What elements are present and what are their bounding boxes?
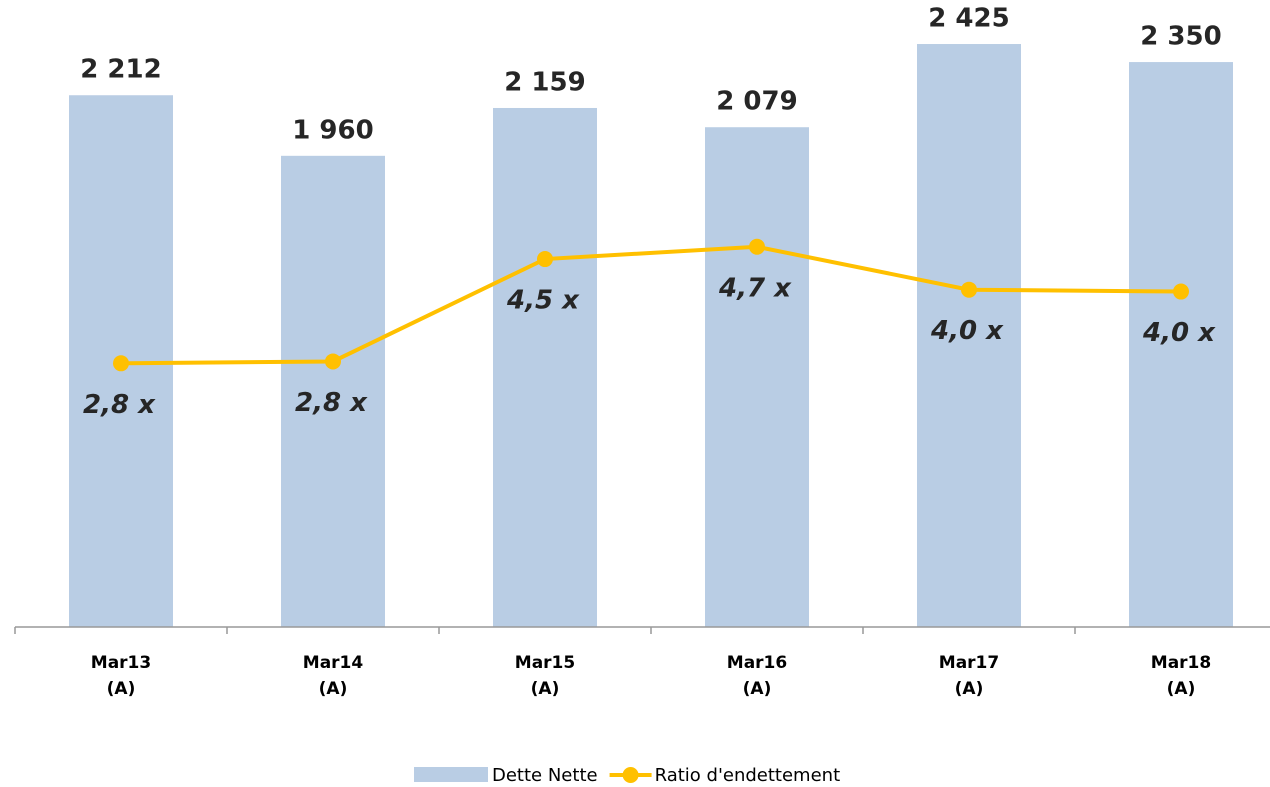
line-label: 4,0 x	[1142, 318, 1216, 348]
line-marker	[325, 353, 341, 370]
legend-label: Ratio d'endettement	[655, 765, 841, 786]
line-label: 2,8 x	[295, 388, 368, 418]
line-marker	[537, 251, 553, 268]
line-marker	[113, 355, 129, 372]
legend-swatch	[414, 767, 488, 782]
x-tick-label-line: (A)	[107, 679, 136, 699]
legend-swatch-marker	[622, 767, 639, 783]
x-tick-label-line: Mar17	[939, 653, 999, 673]
line-marker	[961, 281, 977, 298]
line-label: 2,8 x	[83, 390, 156, 420]
x-tick-label-line: (A)	[743, 679, 772, 699]
line-label: 4,0 x	[930, 316, 1004, 346]
x-tick-label-line: Mar15	[515, 653, 575, 673]
line-marker	[749, 238, 765, 255]
x-tick-label-line: (A)	[319, 679, 348, 699]
line	[120, 244, 1182, 366]
x-tick-label-line: Mar18	[1151, 653, 1211, 673]
bar	[493, 107, 597, 628]
bar-label: 2 212	[80, 55, 161, 85]
line-label: 4,5 x	[506, 286, 580, 316]
x-tick-label-line: Mar13	[91, 653, 151, 673]
legend-label: Dette Nette	[492, 765, 598, 786]
x-tick-label: Mar17 (A)	[939, 653, 999, 699]
x-tick-label: Mar14 (A)	[303, 653, 364, 699]
x-tick-label-line: (A)	[955, 679, 984, 699]
line-marker	[1173, 283, 1189, 300]
bar	[1129, 62, 1233, 628]
line-label: 4,7 x	[718, 273, 792, 303]
x-tick-label-line: (A)	[531, 679, 560, 699]
x-tick-label: Mar16 (A)	[727, 653, 787, 699]
bar-label: 1 960	[292, 115, 373, 145]
bar-label: 2 425	[928, 4, 1009, 34]
x-tick-label-line: Mar16	[727, 653, 787, 673]
x-tick-label: Mar13 (A)	[91, 653, 151, 699]
x-tick-label-line: Mar14	[303, 653, 364, 673]
x-tick-label: Mar15 (A)	[515, 653, 575, 699]
bar	[705, 127, 809, 627]
bar-label: 2 350	[1140, 22, 1221, 52]
bar	[917, 44, 1021, 627]
x-tick-label-line: (A)	[1167, 679, 1196, 699]
x-tick-label: Mar18 (A)	[1151, 653, 1211, 699]
bar	[281, 155, 385, 628]
bar-label: 2 079	[716, 87, 797, 117]
bar-label: 2 159	[504, 67, 585, 97]
